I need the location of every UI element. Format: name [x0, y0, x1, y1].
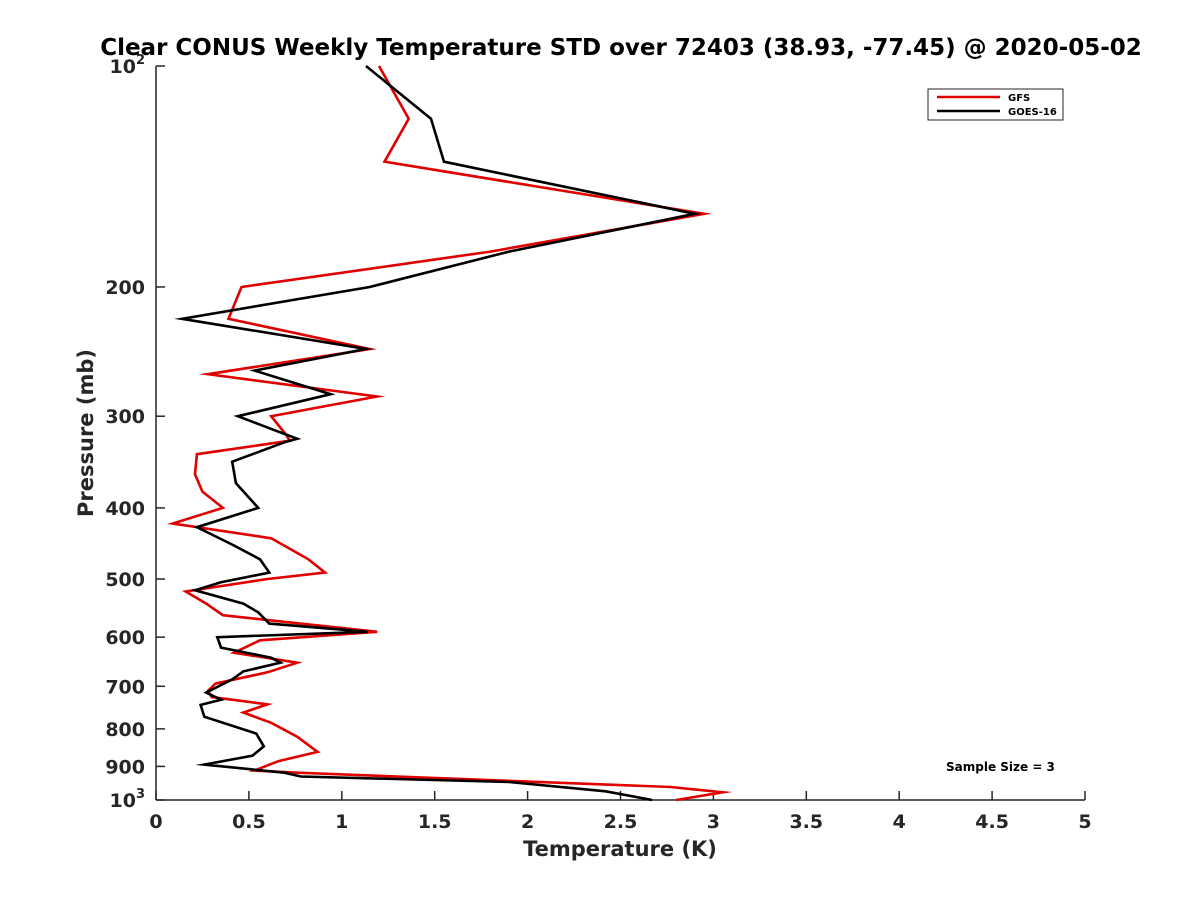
- series-layer: [166, 64, 733, 802]
- y-tick-label: 500: [105, 569, 145, 591]
- legend: GFS GOES-16: [927, 88, 1064, 121]
- y-tick-label: 800: [105, 719, 145, 741]
- sample-size-annotation: Sample Size = 3: [946, 760, 1055, 774]
- x-axis-ticks: 0 0.5 1 1.5 2 2.5 3 3.5 4 4.5 5: [149, 791, 1092, 833]
- y-tick-label: 700: [105, 676, 145, 698]
- x-tick-label: 4: [893, 811, 906, 833]
- chart-title: Clear CONUS Weekly Temperature STD over …: [100, 35, 1142, 61]
- y-tick-label: 102: [110, 53, 146, 78]
- x-tick-label: 0.5: [232, 811, 266, 833]
- plot-area: [156, 66, 1085, 800]
- y-tick-label: 900: [105, 756, 145, 778]
- y-tick-label: 600: [105, 627, 145, 649]
- x-tick-label: 1.5: [418, 811, 452, 833]
- x-tick-label: 3.5: [789, 811, 823, 833]
- y-axis-ticks: 102 200 300 400 500 600 700 800 900 103: [105, 53, 165, 812]
- series-line-goes-16: [174, 64, 702, 802]
- y-tick-label: 200: [105, 277, 145, 299]
- x-tick-label: 2.5: [604, 811, 638, 833]
- y-tick-label: 300: [105, 406, 145, 428]
- x-tick-label: 5: [1078, 811, 1091, 833]
- y-tick-label: 103: [110, 787, 146, 812]
- y-tick-label: 400: [105, 498, 145, 520]
- x-tick-label: 3: [707, 811, 720, 833]
- x-tick-label: 4.5: [975, 811, 1009, 833]
- x-tick-label: 2: [521, 811, 534, 833]
- legend-label: GOES-16: [1008, 107, 1057, 118]
- x-axis-label: Temperature (K): [523, 837, 717, 861]
- x-tick-label: 1: [335, 811, 348, 833]
- x-tick-label: 0: [149, 811, 162, 833]
- legend-box: [927, 88, 1064, 121]
- legend-label: GFS: [1008, 93, 1030, 104]
- y-axis-label: Pressure (mb): [74, 349, 98, 517]
